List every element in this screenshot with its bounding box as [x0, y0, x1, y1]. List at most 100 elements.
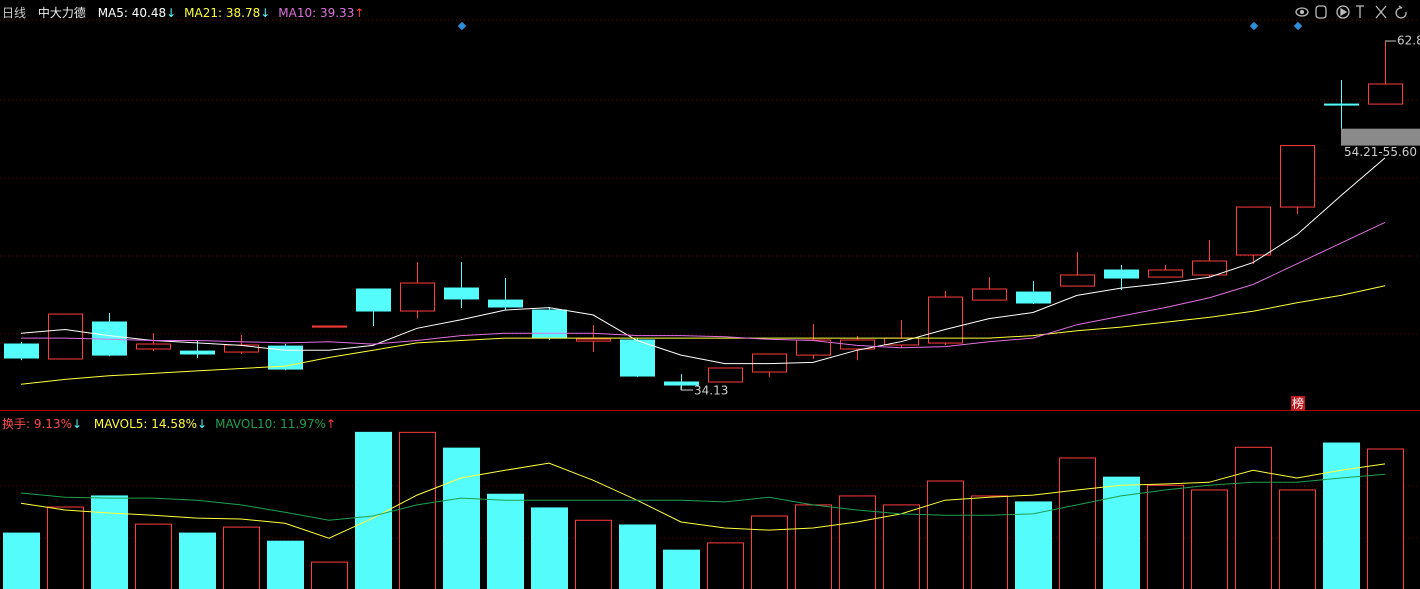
- candle-body: [620, 339, 655, 377]
- legend-arrow: ↑: [325, 417, 336, 431]
- ma-line: [20, 157, 1386, 365]
- volume-bars: [3, 431, 1404, 589]
- volume-bar: [751, 515, 788, 589]
- candle-body: [356, 288, 391, 312]
- volume-bar: [1059, 457, 1096, 589]
- turnover-label: 换手: 9.13%: [2, 417, 72, 431]
- legend-arrow: ↑: [354, 6, 365, 20]
- volume-bar: [1191, 489, 1228, 589]
- candle-body: [1016, 291, 1051, 304]
- gap-label: 54.21-55.60: [1344, 145, 1417, 159]
- volume-bar: [179, 532, 216, 589]
- legend-arrow: ↓: [197, 417, 208, 431]
- candle-body: [840, 339, 875, 350]
- volume-bar: [883, 504, 920, 589]
- volume-bar: [663, 549, 700, 589]
- candle-body: [576, 338, 611, 342]
- legend-label: MA10: 39.33: [278, 6, 355, 20]
- legend-label: MAVOL5: 14.58%: [93, 417, 198, 431]
- candle-body: [224, 344, 259, 353]
- legend-label: MAVOL10: 11.97%: [215, 417, 326, 431]
- volume-bar: [531, 507, 568, 589]
- candle-body: [972, 288, 1007, 301]
- candle-body: [136, 343, 171, 350]
- event-marker[interactable]: [1293, 21, 1303, 31]
- legend-arrow: ↓: [166, 6, 177, 20]
- candle-body: [1324, 103, 1359, 106]
- price-header: 日线 中大力德 MA5: 40.48↓ MA21: 38.78↓ MA10: 39.…: [2, 4, 372, 21]
- ma-line: [21, 221, 1386, 349]
- reset-icon[interactable]: [1395, 5, 1407, 19]
- turnover-arrow: ↓: [71, 417, 83, 431]
- candle-body: [1280, 145, 1315, 208]
- cut-icon[interactable]: [1375, 5, 1387, 19]
- event-markers: [457, 21, 1303, 31]
- candle-body: [1060, 274, 1095, 287]
- volume-bar: [707, 542, 744, 589]
- volume-bar: [1015, 501, 1052, 589]
- volume-bar: [619, 524, 656, 589]
- volume-bar: [575, 519, 612, 589]
- candle-body: [4, 343, 39, 359]
- candle-body: [1236, 206, 1271, 256]
- candle-body: [1368, 83, 1403, 105]
- candle-body: [312, 325, 347, 328]
- volume-header: 换手: 9.13%↓ MAVOL5: 14.58%↓ MAVOL10: 11.97…: [2, 415, 344, 432]
- volume-bar: [399, 431, 436, 589]
- max-label: 62.8: [1397, 34, 1420, 48]
- badge: 榜: [1292, 396, 1304, 411]
- candle-body: [1104, 269, 1139, 279]
- period: 日线: [2, 6, 27, 20]
- legend: MAVOL5: 14.58%↓ MAVOL10: 11.97%↑: [94, 417, 344, 431]
- volume-bar: [927, 480, 964, 589]
- event-marker[interactable]: [457, 21, 467, 31]
- gap-zone: [1341, 128, 1420, 146]
- volume-bar: [1235, 446, 1272, 589]
- volume-bar: [47, 506, 84, 589]
- volume-bar: [971, 495, 1008, 589]
- legend: MA5: 40.48↓ MA21: 38.78↓ MA10: 39.33↑: [98, 6, 373, 20]
- event-marker[interactable]: [1249, 21, 1259, 31]
- candle-body: [400, 282, 435, 312]
- legend-arrow: ↓: [260, 6, 271, 20]
- volume-bar: [1323, 442, 1360, 589]
- eye-icon-pupil: [1299, 9, 1305, 15]
- volume-bar: [3, 532, 40, 589]
- candle-body: [180, 350, 215, 355]
- badge-box: [1291, 396, 1305, 411]
- volume-bar: [443, 447, 480, 589]
- candle-body: [796, 339, 831, 356]
- volume-bar: [355, 431, 392, 589]
- ma-line: [20, 285, 1386, 385]
- mavol-line: [20, 462, 1386, 539]
- volume-bar: [311, 561, 348, 589]
- eye-icon[interactable]: [1295, 7, 1309, 17]
- candle-body: [48, 313, 83, 360]
- volume-bar: [487, 493, 524, 589]
- play-icon-triangle: [1340, 7, 1348, 17]
- candle-body: [664, 381, 699, 386]
- candle-body: [928, 296, 963, 344]
- candle-body: [268, 345, 303, 370]
- volume-bar: [1279, 489, 1316, 589]
- volume-bar: [267, 540, 304, 589]
- candles: [4, 41, 1403, 391]
- candle-body: [1148, 269, 1183, 278]
- candle-body: [1192, 260, 1227, 276]
- hand-icon[interactable]: [1315, 5, 1327, 19]
- text-icon[interactable]: [1356, 5, 1364, 18]
- candle-body: [532, 309, 567, 339]
- volume-bar: [223, 526, 260, 589]
- candle-body: [444, 287, 479, 300]
- stock-name: 中大力德: [37, 6, 86, 20]
- volume-bar: [1147, 484, 1184, 589]
- play-icon[interactable]: [1336, 5, 1350, 19]
- min-label: 34.13: [694, 384, 728, 398]
- volume-bar: [795, 504, 832, 589]
- volume-bar: [1367, 448, 1404, 589]
- volume-bar: [135, 523, 172, 589]
- volume-bar: [91, 495, 128, 589]
- legend-label: MA21: 38.78: [184, 6, 261, 20]
